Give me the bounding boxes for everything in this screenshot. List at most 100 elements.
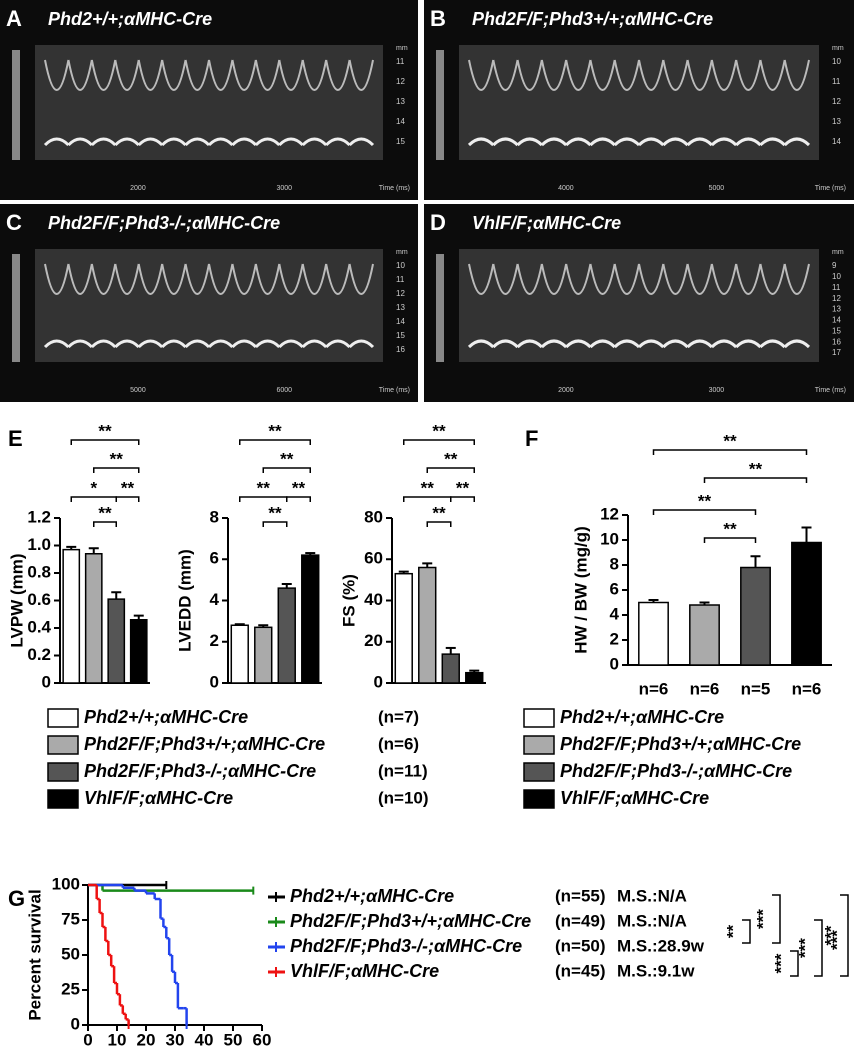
- significance-label: ***: [821, 925, 840, 945]
- time-tick: 3000: [276, 185, 292, 192]
- echo-wave: [254, 263, 281, 295]
- significance-bracket: [93, 467, 140, 473]
- echo-wave: [301, 339, 328, 349]
- echo-wave: [114, 59, 140, 91]
- bar: [301, 554, 320, 684]
- depth-tick: 12: [396, 289, 405, 298]
- echo-wave: [686, 339, 713, 349]
- y-tick-label: 1.0: [27, 535, 51, 554]
- bar: [62, 548, 81, 684]
- echo-wave: [231, 137, 257, 147]
- depth-tick: 13: [396, 97, 405, 106]
- panel-letter: D: [430, 210, 446, 235]
- echo-wave: [90, 339, 117, 349]
- significance-label: *: [90, 478, 97, 497]
- echo-wave: [325, 339, 351, 349]
- echo-wave: [492, 339, 519, 349]
- panel-title: Phd2F/F;Phd3+/+;αMHC-Cre: [472, 9, 713, 29]
- y-tick-label: 0: [374, 672, 383, 691]
- bar: [418, 566, 437, 684]
- significance-label: **: [723, 431, 737, 450]
- significance-label: **: [257, 478, 271, 497]
- depth-tick: 13: [396, 303, 405, 312]
- depth-tick: 10: [396, 261, 405, 270]
- bar: [441, 653, 460, 684]
- significance-bracket: [742, 919, 751, 944]
- legend-label: VhlF/F;αMHC-Cre: [290, 961, 439, 981]
- depth-tick: 13: [832, 117, 841, 126]
- legend-swatch: [523, 735, 555, 755]
- echo-wave: [710, 137, 738, 147]
- echo-wave: [467, 137, 495, 147]
- echo-wave: [184, 339, 211, 349]
- echo-wave: [662, 137, 689, 147]
- echo-wave: [325, 137, 351, 147]
- echo-wave: [43, 339, 70, 349]
- depth-tick: 13: [832, 305, 841, 314]
- depth-tick: 9: [832, 261, 837, 270]
- echo-wave: [90, 137, 117, 147]
- echo-wave: [137, 263, 164, 295]
- x-tick-label: n=6: [690, 679, 720, 698]
- bar: [129, 619, 148, 684]
- echo-wave: [114, 263, 140, 295]
- significance-bracket: [703, 477, 808, 483]
- echo-wave: [783, 59, 810, 91]
- echo-wave: [43, 137, 70, 147]
- depth-tick: 16: [396, 345, 405, 354]
- bar: [638, 601, 669, 666]
- panel-letter: B: [430, 6, 446, 31]
- echo-wave: [589, 339, 616, 349]
- echo-wave: [735, 137, 762, 147]
- legend-label: Phd2F/F;Phd3+/+;αMHC-Cre: [560, 734, 801, 754]
- y-axis-label: LVEDD (mm): [175, 549, 194, 652]
- time-tick: 5000: [130, 387, 146, 394]
- echo-wave: [90, 263, 117, 295]
- y-tick-label: 20: [364, 631, 383, 650]
- y-tick-label: 0: [42, 672, 51, 691]
- echo-wave: [67, 263, 93, 295]
- echo-wave: [540, 137, 568, 147]
- x-tick-label: n=5: [741, 679, 771, 698]
- y-tick-label: 0: [210, 672, 219, 691]
- legend-ms: M.S.:N/A: [617, 886, 687, 905]
- depth-unit: mm: [396, 249, 408, 256]
- significance-label: **: [280, 449, 294, 468]
- significance-label: **: [292, 478, 306, 497]
- echo-wave: [759, 263, 786, 295]
- echo-wave: [348, 137, 375, 147]
- echo-wave: [565, 263, 592, 295]
- significance-label: **: [421, 478, 435, 497]
- y-tick-label: 100: [52, 874, 80, 893]
- echo-wave: [207, 339, 234, 349]
- significance-bracket: [286, 496, 311, 502]
- legend-label: Phd2F/F;Phd3+/+;αMHC-Cre: [84, 734, 325, 754]
- echo-wave: [254, 59, 281, 91]
- panel-letter: G: [8, 886, 25, 911]
- significance-bracket: [93, 521, 117, 527]
- significance-bracket: [703, 537, 757, 543]
- echo-wave: [161, 339, 187, 349]
- legend-label: VhlF/F;αMHC-Cre: [84, 788, 233, 808]
- y-tick-label: 4: [210, 590, 220, 609]
- legend-swatch: [523, 762, 555, 782]
- echo-wave: [637, 137, 665, 147]
- significance-bracket: [814, 919, 823, 977]
- echo-wave: [207, 137, 234, 147]
- echo-wave: [492, 137, 519, 147]
- echo-wave: [348, 263, 374, 295]
- time-label: Time (ms): [379, 185, 410, 192]
- legend-swatch: [47, 708, 79, 728]
- legend-n: (n=50): [555, 936, 606, 955]
- echo-wave: [492, 263, 519, 295]
- time-tick: 3000: [709, 387, 725, 394]
- significance-label: **: [268, 421, 282, 440]
- y-tick-label: 6: [210, 549, 219, 568]
- panel-letter: F: [525, 426, 538, 451]
- echo-wave: [114, 339, 140, 349]
- legend-n: (n=11): [378, 761, 428, 780]
- y-tick-label: 2: [210, 631, 219, 650]
- panel-letter: E: [8, 426, 23, 451]
- echo-wave: [783, 339, 811, 349]
